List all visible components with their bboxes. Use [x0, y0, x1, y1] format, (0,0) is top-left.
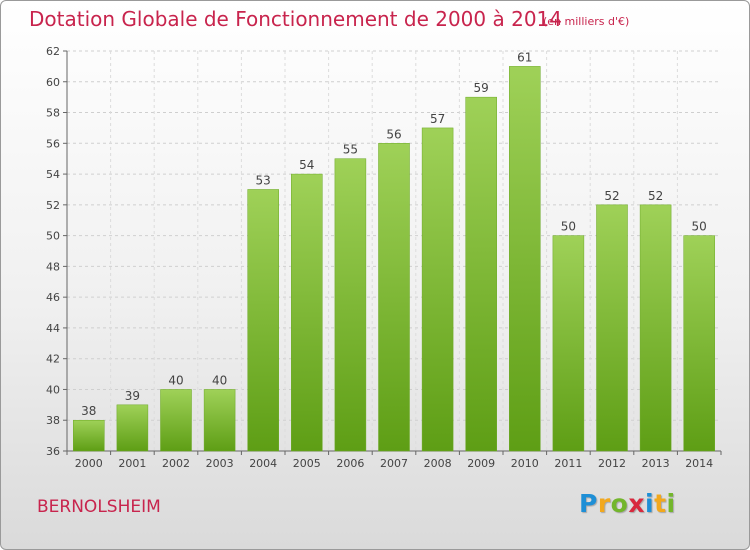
x-tick-label: 2000: [75, 457, 103, 470]
x-tick-label: 2010: [511, 457, 539, 470]
bar-2012: [596, 204, 628, 452]
logo-letter: i: [666, 489, 676, 518]
x-tick-label: 2012: [598, 457, 626, 470]
data-label: 40: [212, 373, 227, 387]
labels: 36 38 40 42 44 46 48 50 52 54 56 58 60 62 38 2000 39 2001…: [46, 45, 713, 470]
y-tick-label: 56: [46, 137, 60, 150]
bars: [73, 66, 715, 452]
y-tick-label: 60: [46, 76, 60, 89]
data-label: 53: [256, 173, 271, 187]
data-label: 39: [125, 389, 140, 403]
y-tick-label: 62: [46, 45, 60, 58]
data-label: 57: [430, 112, 445, 126]
y-tick-label: 58: [46, 107, 60, 120]
logo-letter: o: [610, 489, 629, 518]
y-tick-label: 38: [46, 414, 60, 427]
x-tick-label: 2006: [336, 457, 364, 470]
y-tick-label: 52: [46, 199, 60, 212]
x-tick-label: 2001: [118, 457, 146, 470]
x-tick-label: 2004: [249, 457, 277, 470]
data-label: 50: [561, 220, 576, 234]
bar-2003: [203, 389, 236, 452]
logo-letter: t: [654, 489, 667, 518]
logo-letter: x: [628, 489, 645, 518]
x-tick-label: 2013: [642, 457, 670, 470]
bar-2004: [247, 189, 279, 452]
place-name: BERNOLSHEIM: [37, 497, 161, 517]
bar-2013: [639, 204, 672, 452]
data-label: 52: [604, 189, 619, 203]
data-label: 38: [81, 404, 96, 418]
data-label: 50: [692, 220, 707, 234]
y-tick-label: 42: [46, 353, 60, 366]
bar-2014: [683, 235, 715, 452]
y-tick-label: 48: [46, 260, 60, 273]
proxiti-logo: Proxiti: [579, 489, 676, 518]
x-tick-label: 2009: [467, 457, 495, 470]
y-tick-label: 46: [46, 291, 60, 304]
y-tick-label: 54: [46, 168, 60, 181]
data-label: 40: [168, 373, 183, 387]
logo-letter: i: [645, 489, 655, 518]
bar-2006: [334, 158, 367, 452]
x-tick-label: 2011: [554, 457, 582, 470]
bar-2011: [552, 235, 585, 452]
bar-2008: [421, 127, 454, 452]
chart-subtitle: (en milliers d'€): [543, 15, 630, 28]
bar-2007: [378, 143, 410, 452]
bar-2002: [160, 389, 192, 452]
y-tick-label: 44: [46, 322, 60, 335]
y-tick-label: 36: [46, 445, 60, 458]
x-tick-label: 2002: [162, 457, 190, 470]
data-label: 61: [517, 50, 532, 64]
bar-2000: [73, 419, 105, 452]
y-tick-label: 40: [46, 383, 60, 396]
x-tick-label: 2008: [424, 457, 452, 470]
bar-2009: [465, 96, 497, 452]
x-tick-label: 2005: [293, 457, 321, 470]
bar-2005: [291, 173, 323, 452]
data-label: 59: [474, 81, 489, 95]
logo-letter: P: [579, 489, 598, 518]
x-tick-label: 2003: [206, 457, 234, 470]
data-label: 52: [648, 189, 663, 203]
logo-letter: r: [597, 489, 611, 518]
x-tick-label: 2014: [685, 457, 713, 470]
bar-2010: [509, 66, 541, 452]
data-label: 55: [343, 143, 358, 157]
data-label: 54: [299, 158, 314, 172]
chart-title: Dotation Globale de Fonctionnement de 20…: [29, 7, 562, 31]
x-tick-label: 2007: [380, 457, 408, 470]
bar-2001: [116, 404, 149, 452]
y-tick-label: 50: [46, 230, 60, 243]
data-label: 56: [386, 127, 401, 141]
